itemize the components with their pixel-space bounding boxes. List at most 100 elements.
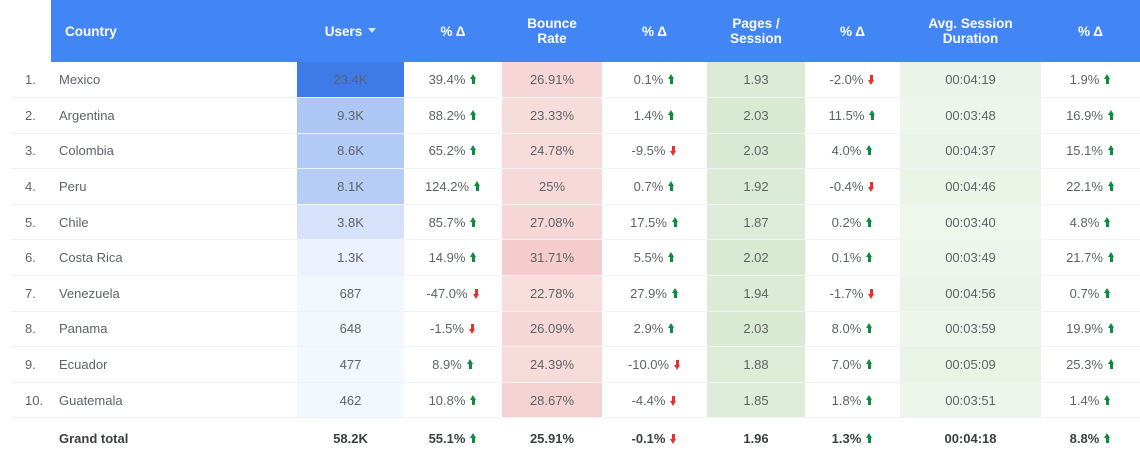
cell-bounce-rate-delta: 0.1% bbox=[602, 62, 707, 99]
cell-users: 477 bbox=[297, 346, 404, 383]
cell-pages-session-delta: 0.2% bbox=[805, 204, 900, 241]
cell-users-delta: 65.2% bbox=[404, 133, 502, 170]
delta-value: 0.7% bbox=[634, 179, 676, 194]
header-bounce-rate[interactable]: Bounce Rate bbox=[502, 0, 602, 62]
delta-text: 55.1% bbox=[428, 430, 466, 446]
delta-value: 22.1% bbox=[1066, 179, 1115, 194]
header-users[interactable]: Users bbox=[297, 0, 404, 62]
delta-text: 2.9% bbox=[633, 321, 664, 337]
delta-text: 15.1% bbox=[1066, 143, 1103, 159]
grand-total-users: 58.2K bbox=[297, 417, 404, 458]
delta-value: -9.5% bbox=[632, 143, 678, 158]
cell-avg-session-duration-delta: 25.3% bbox=[1041, 346, 1140, 383]
arrow-down-icon bbox=[674, 359, 681, 371]
cell-avg-session-duration-delta: 19.9% bbox=[1041, 311, 1140, 348]
arrow-down-icon bbox=[670, 433, 677, 444]
delta-text: -47.0% bbox=[426, 285, 468, 301]
grand-total-label: Grand total bbox=[51, 417, 297, 458]
arrow-up-icon bbox=[470, 74, 477, 85]
table-row[interactable]: 2. Argentina 9.3K 88.2% 23.33% 1.4% 2.03 11.5% 0… bbox=[11, 97, 1140, 134]
cell-avg-session-duration: 00:04:19 bbox=[900, 62, 1041, 99]
delta-text: -9.5% bbox=[631, 143, 666, 159]
arrow-up-icon bbox=[1107, 359, 1115, 370]
table-row[interactable]: 4. Peru 8.1K 124.2% 25% 0.7% 1.92 -0.4% 00:04:46… bbox=[11, 168, 1140, 205]
delta-text: 14.9% bbox=[428, 250, 466, 266]
cell-users: 1.3K bbox=[297, 239, 404, 277]
delta-value: 0.1% bbox=[832, 250, 874, 265]
cell-bounce-rate-delta: -10.0% bbox=[602, 346, 707, 383]
arrow-down-icon bbox=[670, 395, 677, 406]
grand-total-bounce-rate-delta: -0.1% bbox=[602, 417, 707, 458]
cell-avg-session-duration: 00:03:48 bbox=[900, 97, 1041, 134]
delta-text: 10.8% bbox=[428, 392, 466, 408]
table-body: 1. Mexico 23.4K 39.4% 26.91% 0.1% 1.93 -2.0% 00:… bbox=[11, 62, 1140, 458]
cell-bounce-rate-delta: 27.9% bbox=[602, 275, 707, 312]
row-country: Guatemala bbox=[51, 382, 297, 419]
header-pages-session-delta[interactable]: % Δ bbox=[805, 0, 900, 62]
cell-avg-session-duration-delta: 16.9% bbox=[1041, 97, 1140, 134]
row-index: 9. bbox=[11, 346, 51, 383]
delta-text: 8.9% bbox=[432, 357, 462, 373]
cell-users-delta: 124.2% bbox=[404, 168, 502, 205]
header-bounce-rate-delta[interactable]: % Δ bbox=[602, 0, 707, 62]
delta-text: 7.0% bbox=[831, 357, 862, 373]
delta-value: 25.3% bbox=[1066, 357, 1115, 372]
header-users-delta[interactable]: % Δ bbox=[404, 0, 502, 62]
grand-total-row: Grand total 58.2K 55.1% 25.91% -0.1% 1.96 1.3%… bbox=[11, 417, 1140, 458]
header-country[interactable]: Country bbox=[51, 0, 297, 62]
table-row[interactable]: 1. Mexico 23.4K 39.4% 26.91% 0.1% 1.93 -2.0% 00:… bbox=[11, 62, 1140, 99]
cell-pages-session: 1.93 bbox=[707, 62, 805, 99]
header-avg-session-duration[interactable]: Avg. Session Duration bbox=[900, 0, 1041, 62]
delta-value: 1.8% bbox=[832, 393, 874, 408]
delta-text: 8.0% bbox=[831, 321, 862, 337]
table-row[interactable]: 3. Colombia 8.6K 65.2% 24.78% -9.5% 2.03 4.0% 00… bbox=[11, 133, 1140, 170]
table-row[interactable]: 5. Chile 3.8K 85.7% 27.08% 17.5% 1.87 0.2% 00:03… bbox=[11, 204, 1140, 241]
table-row[interactable]: 7. Venezuela 687 -47.0% 22.78% 27.9% 1.94 -1.7%… bbox=[11, 275, 1140, 312]
delta-value: 0.1% bbox=[634, 72, 676, 87]
table-row[interactable]: 6. Costa Rica 1.3K 14.9% 31.71% 5.5% 2.02 0.1% 0… bbox=[11, 239, 1140, 277]
arrow-up-icon bbox=[671, 287, 679, 299]
cell-bounce-rate-delta: 2.9% bbox=[602, 311, 707, 348]
table-row[interactable]: 10. Guatemala 462 10.8% 28.67% -4.4% 1.85 1.8% 0… bbox=[11, 382, 1140, 419]
table-row[interactable]: 8. Panama 648 -1.5% 26.09% 2.9% 2.03 8.0% 00:03:… bbox=[11, 311, 1140, 348]
delta-value: 7.0% bbox=[832, 357, 874, 372]
delta-value: -1.5% bbox=[430, 321, 476, 336]
row-index: 2. bbox=[11, 97, 51, 134]
cell-users: 8.6K bbox=[297, 133, 404, 170]
arrow-up-icon bbox=[668, 323, 675, 334]
header-avg-session-duration-delta[interactable]: % Δ bbox=[1041, 0, 1140, 62]
row-country: Venezuela bbox=[51, 275, 297, 312]
arrow-up-icon bbox=[466, 359, 474, 370]
delta-text: 19.9% bbox=[1066, 321, 1103, 337]
arrow-up-icon bbox=[866, 323, 873, 334]
cell-pages-session: 1.88 bbox=[707, 346, 805, 383]
table-row[interactable]: 9. Ecuador 477 8.9% 24.39% -10.0% 1.88 7.0% 00:0… bbox=[11, 346, 1140, 383]
cell-pages-session: 1.87 bbox=[707, 204, 805, 241]
arrow-down-icon bbox=[670, 145, 677, 157]
header-pages-session[interactable]: Pages / Session bbox=[707, 0, 805, 62]
cell-users: 648 bbox=[297, 311, 404, 348]
grand-total-index bbox=[11, 417, 51, 458]
arrow-up-icon bbox=[1107, 145, 1115, 156]
cell-bounce-rate-delta: -9.5% bbox=[602, 133, 707, 170]
row-country: Mexico bbox=[51, 62, 297, 99]
delta-text: 39.4% bbox=[428, 72, 466, 88]
grand-total-bounce-rate: 25.91% bbox=[502, 417, 602, 458]
row-index: 10. bbox=[11, 382, 51, 419]
arrow-up-icon bbox=[866, 432, 873, 444]
row-index: 6. bbox=[11, 239, 51, 277]
cell-bounce-rate: 26.09% bbox=[502, 311, 602, 348]
table-header: Country Users % Δ Bounce Rate % Δ Pages … bbox=[11, 0, 1140, 62]
cell-avg-session-duration-delta: 1.4% bbox=[1041, 382, 1140, 419]
row-index: 8. bbox=[11, 311, 51, 348]
cell-bounce-rate: 26.91% bbox=[502, 62, 602, 99]
arrow-up-icon bbox=[866, 394, 873, 406]
cell-bounce-rate-delta: 0.7% bbox=[602, 168, 707, 205]
chevron-down-icon[interactable] bbox=[368, 28, 377, 34]
row-country: Ecuador bbox=[51, 346, 297, 383]
cell-users: 687 bbox=[297, 275, 404, 312]
delta-value: 21.7% bbox=[1066, 250, 1115, 265]
delta-value: 17.5% bbox=[630, 215, 679, 230]
delta-text: 1.4% bbox=[1069, 392, 1100, 408]
